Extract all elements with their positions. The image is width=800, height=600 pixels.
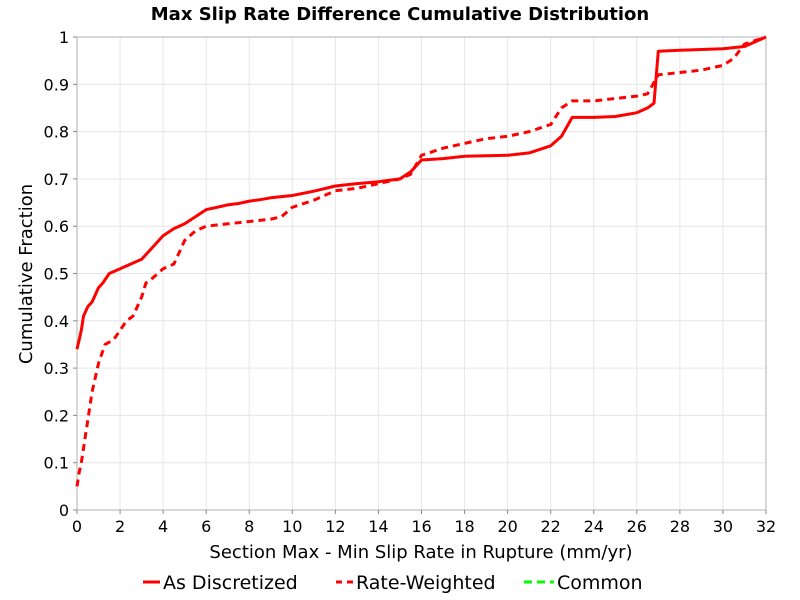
x-tick-label: 20 (497, 517, 517, 536)
legend-label-rate-weighted: Rate-Weighted (356, 572, 496, 594)
x-tick-label: 24 (584, 517, 604, 536)
y-tick-label: 0.6 (44, 217, 69, 236)
legend-label-as-discretized: As Discretized (163, 572, 298, 594)
y-tick-label: 0.1 (44, 454, 69, 473)
y-tick-label: 0.2 (44, 406, 69, 425)
x-axis-ticks: 0 2 4 6 8 10 12 14 16 18 20 22 24 26 28 30 32 (72, 510, 776, 536)
y-tick-label: 0.9 (44, 75, 69, 94)
x-tick-label: 16 (411, 517, 431, 536)
chart-title: Max Slip Rate Difference Cumulative Dist… (151, 4, 649, 25)
y-tick-label: 0.8 (44, 123, 69, 142)
series-line-rate-weighted (75, 35, 767, 487)
x-tick-label: 8 (244, 517, 254, 536)
x-axis-label: Section Max - Min Slip Rate in Rupture (… (209, 542, 632, 563)
series-layer (75, 35, 767, 487)
x-tick-label: 28 (670, 517, 690, 536)
x-tick-label: 4 (158, 517, 168, 536)
x-tick-label: 0 (72, 517, 82, 536)
x-tick-label: 30 (713, 517, 733, 536)
legend: As Discretized Rate-Weighted Common (143, 572, 643, 594)
y-tick-label: 0.3 (44, 359, 69, 378)
x-tick-label: 12 (325, 517, 345, 536)
x-tick-label: 6 (201, 517, 211, 536)
grid (76, 36, 767, 511)
y-tick-label: 0 (59, 501, 69, 520)
x-tick-label: 18 (454, 517, 474, 536)
x-tick-label: 10 (282, 517, 302, 536)
series-line-as-discretized (75, 35, 767, 350)
y-axis-ticks: 0 0.1 0.2 0.3 0.4 0.5 0.6 0.7 0.8 0.9 1 (44, 28, 77, 520)
y-tick-label: 0.7 (44, 170, 69, 189)
x-tick-label: 22 (541, 517, 561, 536)
x-tick-label: 26 (627, 517, 647, 536)
y-axis-label: Cumulative Fraction (16, 184, 37, 364)
y-tick-label: 0.5 (44, 265, 69, 284)
x-tick-label: 2 (115, 517, 125, 536)
x-tick-label: 14 (368, 517, 388, 536)
x-tick-label: 32 (756, 517, 776, 536)
y-tick-label: 1 (59, 28, 69, 47)
y-tick-label: 0.4 (44, 312, 69, 331)
legend-label-common: Common (557, 572, 643, 594)
